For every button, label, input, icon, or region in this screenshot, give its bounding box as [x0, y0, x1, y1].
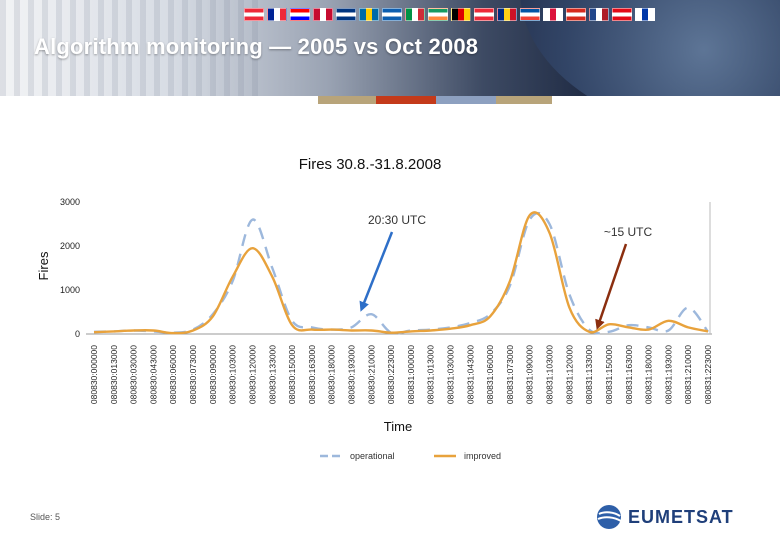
chart-title: Fires 30.8.-31.8.2008 — [299, 156, 442, 173]
flag-4 — [336, 8, 356, 21]
x-tick-label: 080831:043000 — [465, 345, 475, 404]
x-tick-label: 080831:210000 — [683, 345, 693, 404]
flag-15 — [589, 8, 609, 21]
x-tick-label: 080830:073000 — [188, 345, 198, 404]
accent-stripe-2 — [436, 96, 496, 104]
member-flags-strip — [244, 8, 655, 22]
flag-1 — [267, 8, 287, 21]
flag-11 — [497, 8, 517, 21]
x-tick-label: 080831:120000 — [564, 345, 574, 404]
annotation-label-0: 20:30 UTC — [368, 213, 426, 227]
x-tick-label: 080830:013000 — [109, 345, 119, 404]
flag-0 — [244, 8, 264, 21]
x-tick-label: 080831:223000 — [703, 345, 713, 404]
flag-10 — [474, 8, 494, 21]
x-tick-label: 080831:013000 — [426, 345, 436, 404]
x-tick-label: 080831:163000 — [624, 345, 634, 404]
flag-7 — [405, 8, 425, 21]
x-tick-label: 080830:210000 — [366, 345, 376, 404]
flag-3 — [313, 8, 333, 21]
flag-17 — [635, 8, 655, 21]
x-tick-label: 080830:090000 — [208, 345, 218, 404]
annotation-label-1: ~15 UTC — [604, 225, 653, 239]
series-line-improved — [93, 211, 709, 335]
legend-label-operational: operational — [350, 451, 395, 461]
y-tick-label: 1000 — [60, 285, 80, 295]
x-tick-label: 080830:120000 — [247, 345, 257, 404]
fires-line-chart: Fires 30.8.-31.8.2008 Fires Time 0 1000 20… — [36, 156, 713, 461]
y-axis-label: Fires — [36, 251, 51, 280]
x-tick-label: 080831:090000 — [525, 345, 535, 404]
eumetsat-logo: EUMETSAT — [596, 502, 756, 532]
accent-stripe-1 — [376, 96, 436, 104]
slide-title: Algorithm monitoring — 2005 vs Oct 2008 — [34, 34, 479, 59]
flag-5 — [359, 8, 379, 21]
x-tick-label: 080831:030000 — [446, 345, 456, 404]
accent-stripe-0 — [318, 96, 376, 104]
flag-14 — [566, 8, 586, 21]
x-tick-label: 080830:223000 — [386, 345, 396, 404]
slide-number: Slide: 5 — [30, 512, 61, 522]
x-tick-label: 080831:103000 — [545, 345, 555, 404]
x-tick-label: 080831:060000 — [485, 345, 495, 404]
flag-13 — [543, 8, 563, 21]
x-tick-label: 080830:030000 — [129, 345, 139, 404]
x-tick-label: 080831:000000 — [406, 345, 416, 404]
logo-wordmark: EUMETSAT — [628, 506, 734, 527]
annotation-arrow-0 — [359, 231, 394, 312]
flag-9 — [451, 8, 471, 21]
x-tick-label: 080830:060000 — [168, 345, 178, 404]
y-tick-label: 3000 — [60, 197, 80, 207]
x-tick-label: 080831:150000 — [604, 345, 614, 404]
x-tick-label: 080831:073000 — [505, 345, 515, 404]
x-axis-label: Time — [384, 419, 412, 434]
y-tick-label: 2000 — [60, 241, 80, 251]
flag-2 — [290, 8, 310, 21]
x-tick-label: 080831:180000 — [644, 345, 654, 404]
x-tick-label: 080830:043000 — [148, 345, 158, 404]
x-tick-label: 080830:163000 — [307, 345, 317, 404]
x-tick-label: 080830:150000 — [287, 345, 297, 404]
slide-header: Algorithm monitoring — 2005 vs Oct 2008 — [0, 0, 780, 96]
x-tick-label: 080830:000000 — [89, 345, 99, 404]
legend-label-improved: improved — [464, 451, 501, 461]
x-tick-label: 080830:180000 — [327, 345, 337, 404]
y-tick-label: 0 — [75, 329, 80, 339]
flag-8 — [428, 8, 448, 21]
flag-6 — [382, 8, 402, 21]
building-backdrop — [0, 0, 260, 96]
accent-stripe-3 — [496, 96, 552, 104]
x-tick-label: 080830:133000 — [267, 345, 277, 404]
x-tick-label: 080831:133000 — [584, 345, 594, 404]
x-tick-label: 080831:193000 — [663, 345, 673, 404]
x-tick-label: 080830:193000 — [346, 345, 356, 404]
flag-12 — [520, 8, 540, 21]
eumetsat-globe-icon — [597, 505, 622, 529]
annotation-arrow-1 — [595, 243, 628, 330]
flag-16 — [612, 8, 632, 21]
x-tick-label: 080830:103000 — [228, 345, 238, 404]
